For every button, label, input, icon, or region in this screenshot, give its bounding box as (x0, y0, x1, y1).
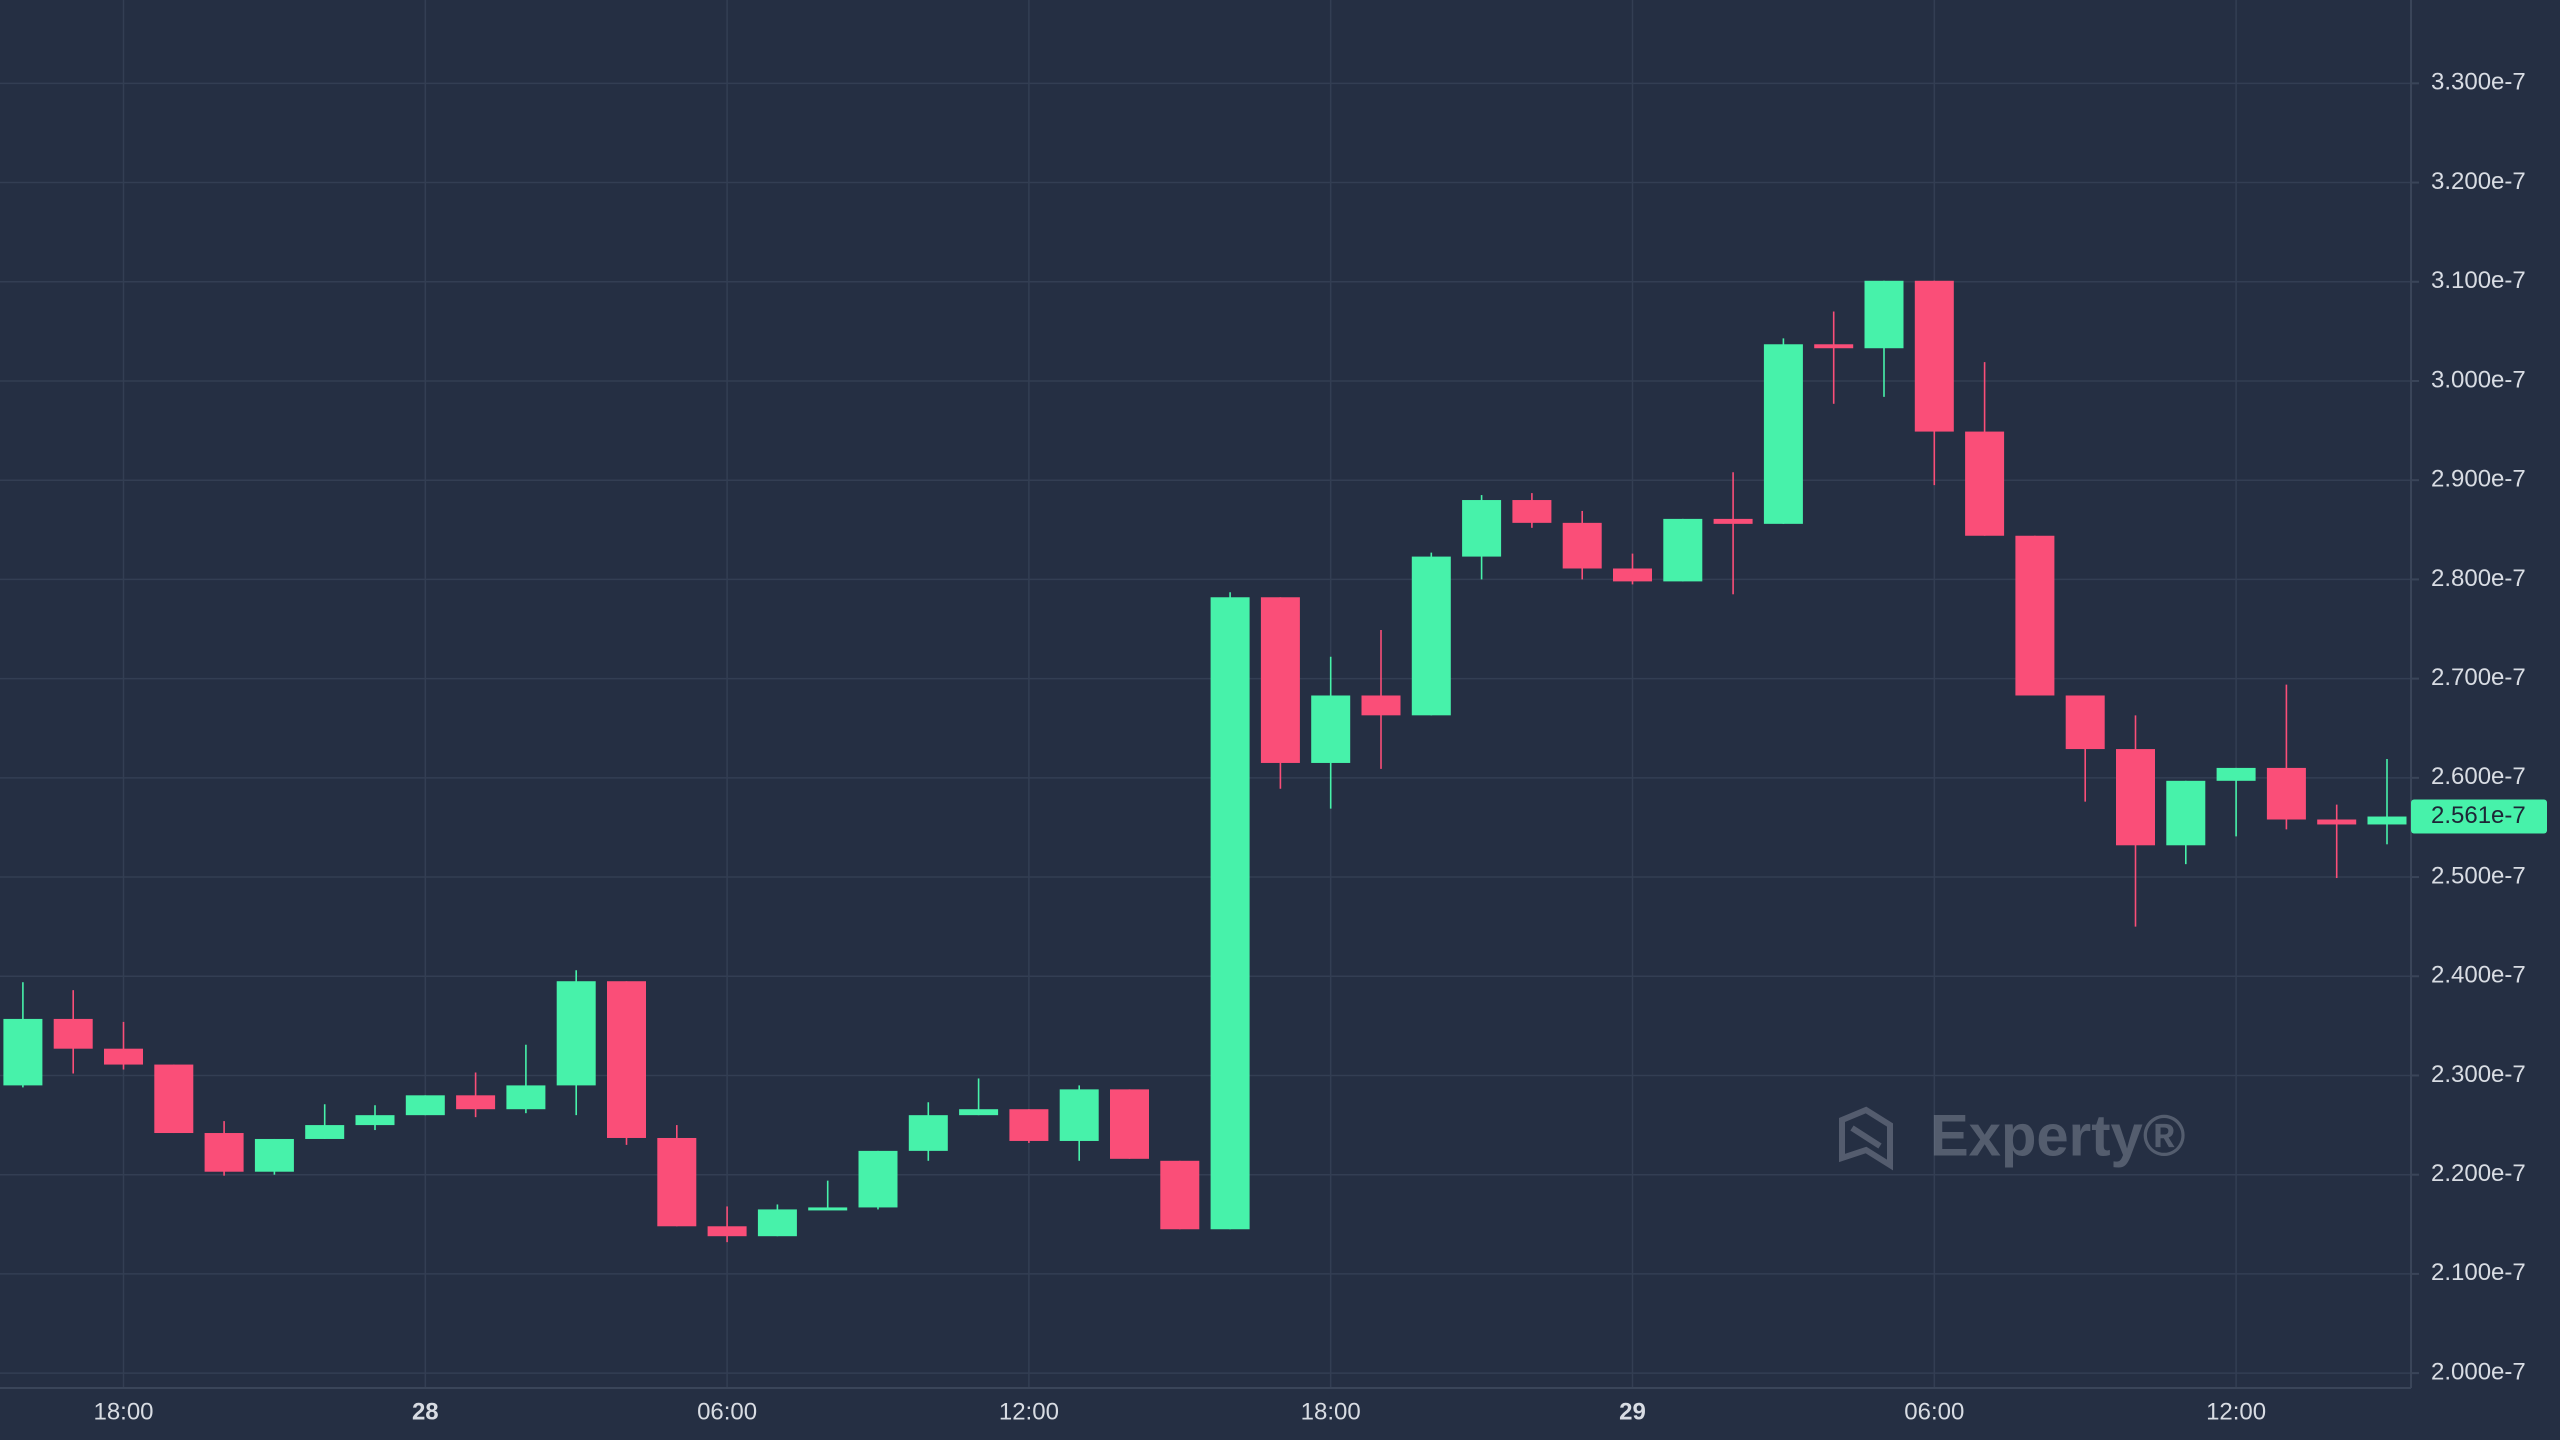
x-tick-label: 12:00 (2206, 1398, 2266, 1425)
candle-body (305, 1125, 345, 1139)
candle-body (1713, 518, 1753, 524)
y-tick-label: 2.600e-7 (2431, 763, 2526, 790)
watermark: Experty® (1839, 1103, 2186, 1171)
candle-body (1009, 1109, 1049, 1141)
candle-body (757, 1209, 797, 1237)
y-tick-label: 3.300e-7 (2431, 69, 2526, 96)
candle-body (254, 1138, 294, 1172)
x-tick-label: 12:00 (999, 1398, 1059, 1425)
y-tick-label: 2.100e-7 (2431, 1259, 2526, 1286)
x-tick-label: 29 (1619, 1398, 1646, 1425)
candle-body (2015, 535, 2055, 696)
candle-body (1411, 556, 1451, 716)
candle-body (959, 1109, 999, 1116)
grid (0, 0, 2411, 1388)
candle-body (2065, 695, 2105, 750)
candle-body (1763, 344, 1803, 524)
y-tick-label: 2.700e-7 (2431, 664, 2526, 691)
candle-body (1864, 280, 1904, 349)
candle-body (707, 1226, 747, 1237)
candle-body (1512, 500, 1552, 523)
y-tick-label: 2.900e-7 (2431, 466, 2526, 493)
y-tick-label: 2.500e-7 (2431, 862, 2526, 889)
x-tick-label: 06:00 (697, 1398, 757, 1425)
y-tick-label: 2.300e-7 (2431, 1061, 2526, 1088)
candle-body (456, 1095, 496, 1110)
candle-body (53, 1018, 93, 1049)
y-tick-label: 2.800e-7 (2431, 565, 2526, 592)
candle-body (506, 1085, 546, 1110)
watermark-text: Experty® (1930, 1103, 2186, 1168)
candle-body (2367, 816, 2407, 825)
candle-body (2116, 749, 2155, 846)
y-tick-label: 2.200e-7 (2431, 1160, 2526, 1187)
x-tick-label: 06:00 (1904, 1398, 1964, 1425)
candle-body (2166, 780, 2206, 846)
candle-body (104, 1048, 143, 1065)
candle-body (204, 1133, 244, 1172)
y-tick-label: 3.000e-7 (2431, 366, 2526, 393)
candle-body (607, 981, 646, 1138)
watermark-icon (1839, 1106, 1893, 1171)
y-tick-label: 2.000e-7 (2431, 1358, 2526, 1385)
candle-body (1260, 597, 1300, 763)
y-tick-label: 3.200e-7 (2431, 168, 2526, 195)
candle-body (1965, 431, 2005, 536)
y-tick-label: 2.400e-7 (2431, 962, 2526, 989)
candle-body (808, 1207, 848, 1211)
candle-body (1110, 1089, 1149, 1159)
candle-body (1311, 695, 1351, 763)
candle-body (1663, 518, 1703, 582)
candle-body (657, 1137, 697, 1227)
candle-body (1814, 344, 1854, 349)
candle-body (3, 1018, 43, 1086)
candle-body (556, 981, 596, 1086)
axes: 2.000e-7 2.100e-7 2.200e-7 2.300e-7 2.400e-7… (93, 69, 2547, 1425)
x-tick-label: 28 (412, 1398, 439, 1425)
candle-body (1613, 568, 1652, 582)
candle-body (1210, 597, 1250, 1230)
candle-body (1361, 695, 1401, 716)
candle-body (1914, 280, 1954, 432)
candle-body (2317, 819, 2357, 825)
candle-body (154, 1064, 194, 1134)
candle-body (1462, 500, 1502, 557)
candle-body (1059, 1089, 1099, 1141)
x-tick-label: 18:00 (93, 1398, 153, 1425)
y-tick-label: 3.100e-7 (2431, 267, 2526, 294)
last-price-label: 2.561e-7 (2431, 802, 2526, 829)
candle-body (355, 1115, 395, 1126)
candle-body (1562, 522, 1602, 569)
candle-body (2216, 767, 2256, 781)
x-tick-label: 18:00 (1301, 1398, 1361, 1425)
candle-body (908, 1115, 948, 1151)
last-price-box (2411, 799, 2547, 834)
candle-body (2266, 767, 2306, 820)
candle-body (405, 1095, 445, 1116)
candle-body (858, 1150, 898, 1208)
candles (3, 280, 2407, 1243)
candle-body (1160, 1160, 1200, 1230)
